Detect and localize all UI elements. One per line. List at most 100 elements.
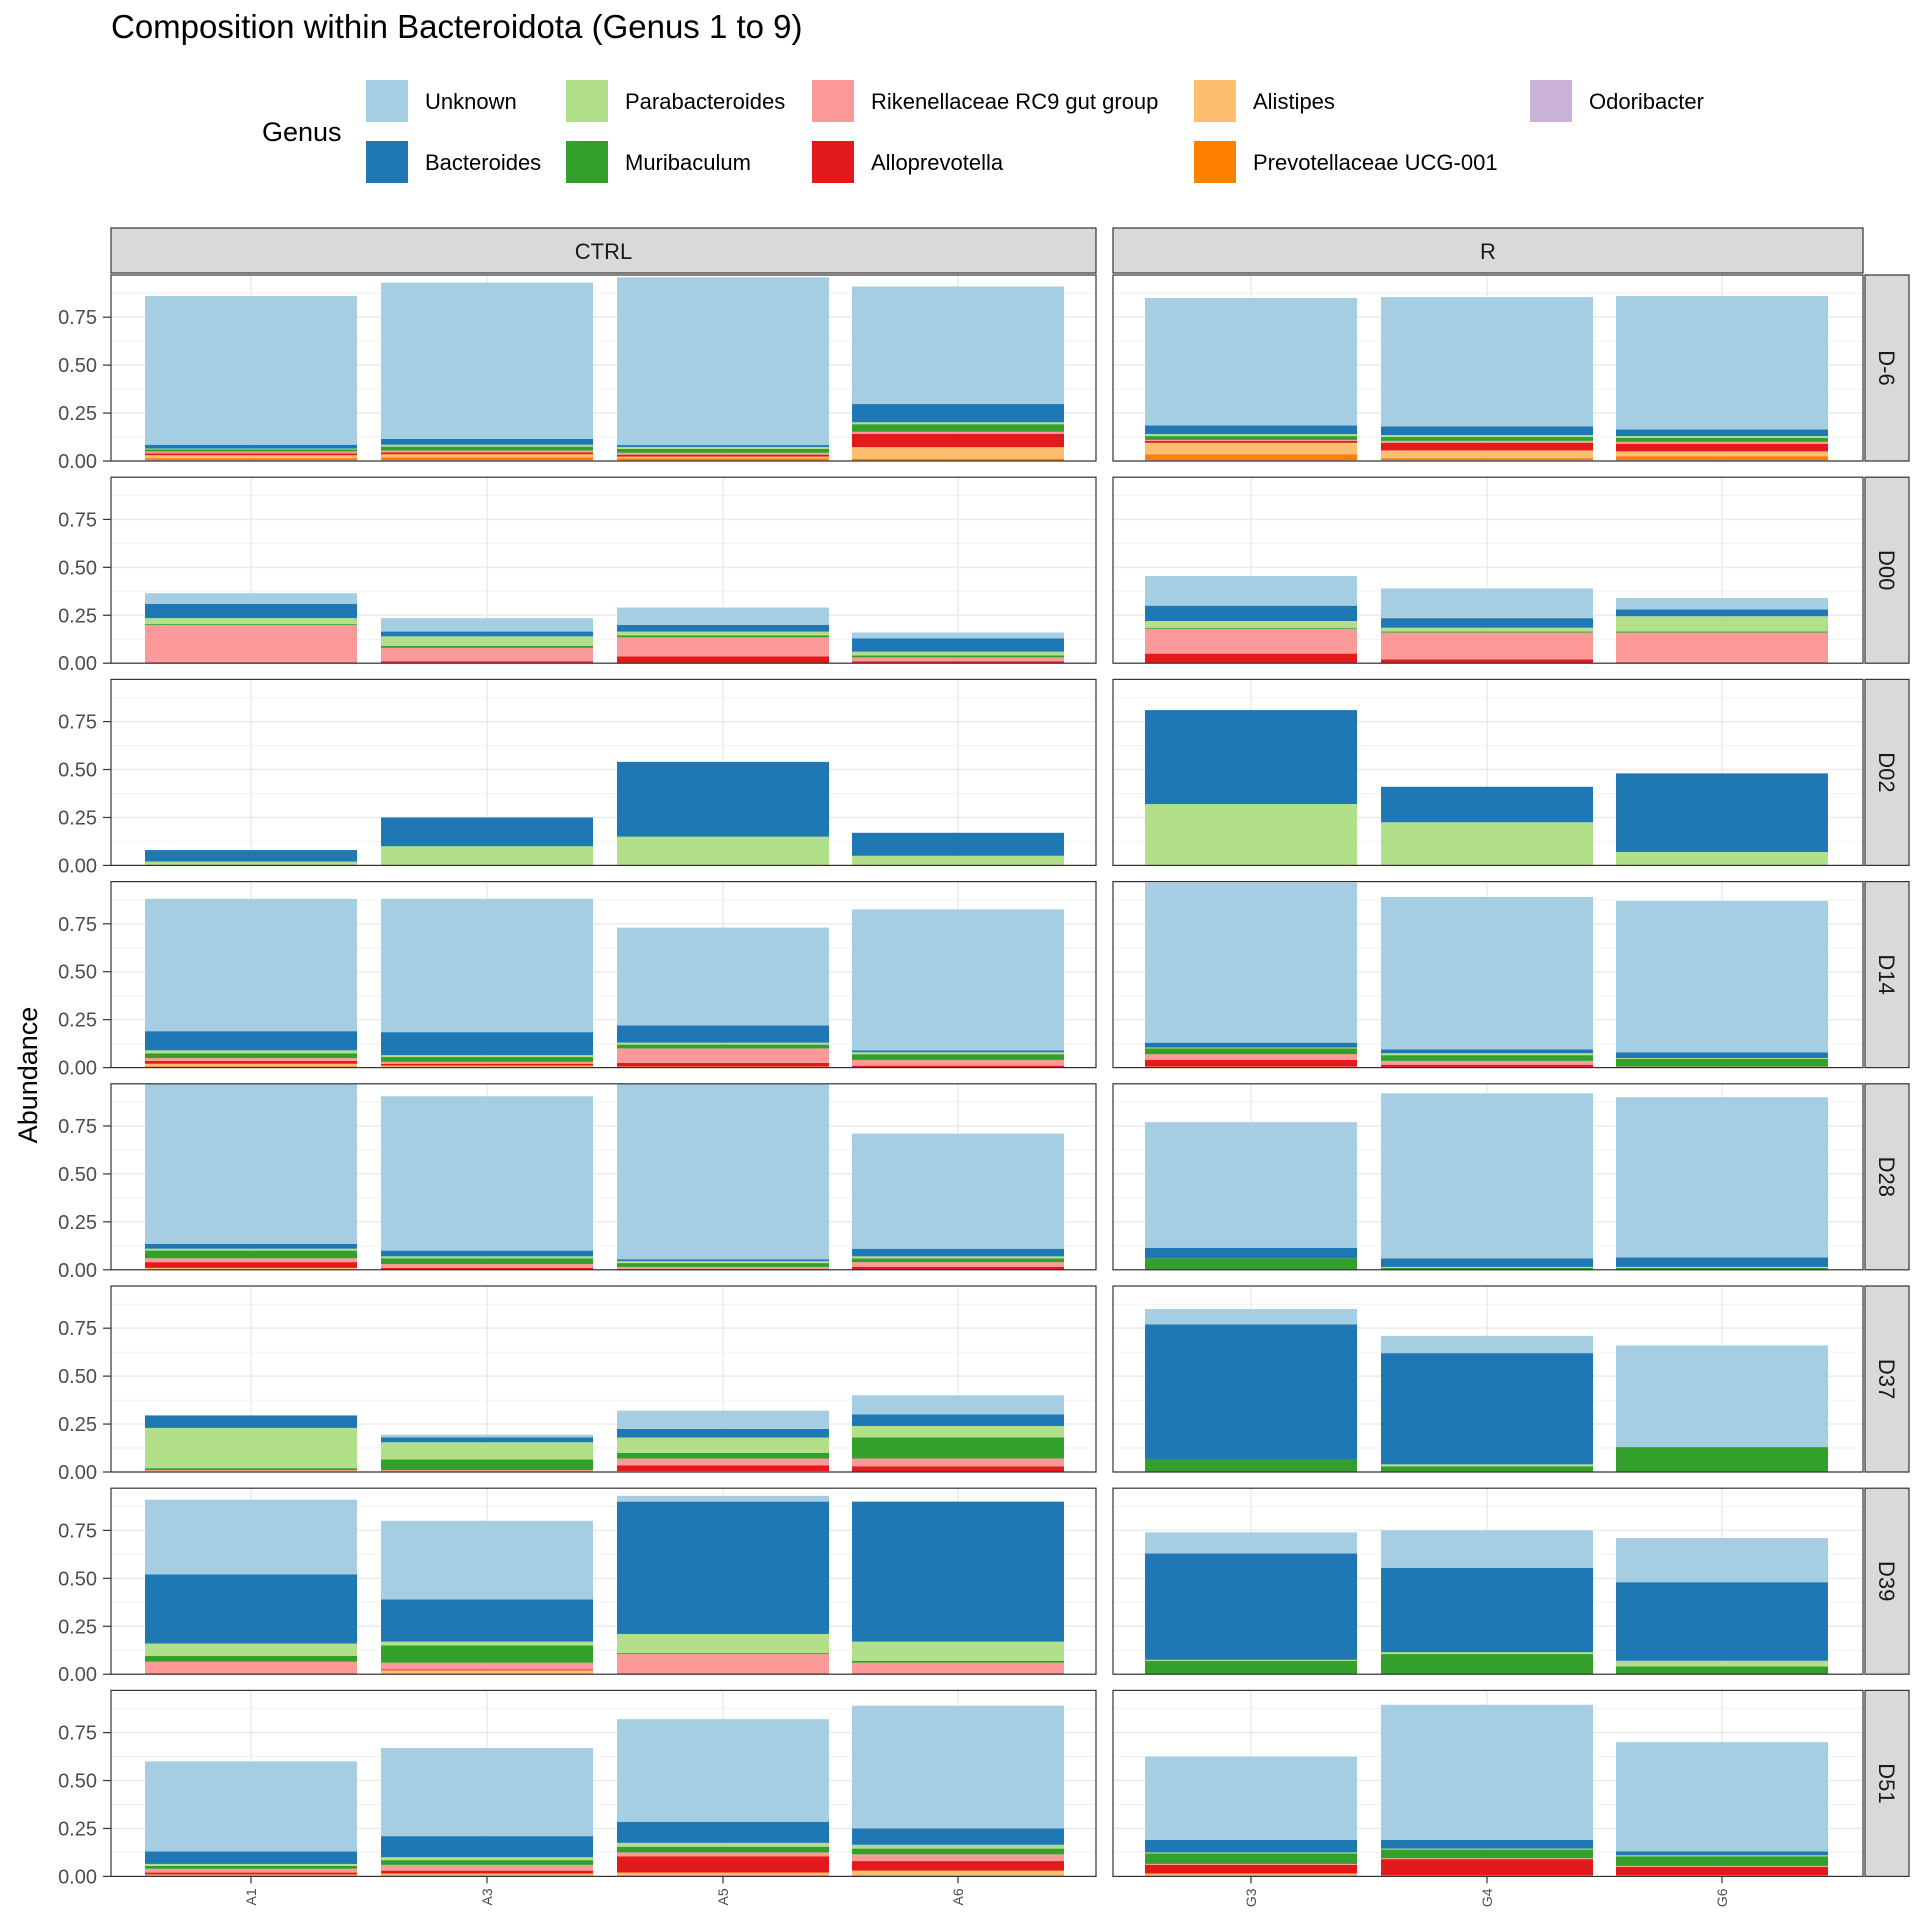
bar-segment-a5-alloprevotella [617, 1856, 829, 1873]
bar-segment-a1-parabacteroides [145, 1643, 357, 1656]
bar-segment-a1-unknown [145, 1083, 357, 1244]
panel-ctrl-d51 [110, 1689, 1097, 1878]
bar-segment-g3-alloprevotella [1145, 653, 1357, 664]
y-tick-label: 0.00 [58, 1866, 97, 1888]
bar-segment-a5-bacteroides [617, 1821, 829, 1843]
legend-label: Parabacteroides [625, 89, 785, 114]
bar-segment-a6-rikenellaceae-rc9-gut-group [852, 431, 1064, 434]
bar-segment-a6-unknown [852, 1395, 1064, 1415]
bar-segment-a5-bacteroides [617, 624, 829, 632]
chart-title: Composition within Bacteroidota (Genus 1… [111, 8, 803, 45]
legend-swatch-prevotellaceae-ucg-001 [1194, 141, 1236, 183]
bar-segment-a6-parabacteroides [852, 855, 1064, 866]
strip-d14 [1864, 880, 1910, 1069]
bar-segment-g6-bacteroides [1616, 1052, 1828, 1059]
bar-segment-g3-muribaculum [1145, 1459, 1357, 1472]
bar-segment-a6-rikenellaceae-rc9-gut-group [852, 1662, 1064, 1674]
bar-segment-a5-parabacteroides [617, 1842, 829, 1847]
bar-segment-g3-prevotellaceae-ucg-001 [1145, 454, 1357, 461]
bar-segment-g3-parabacteroides [1145, 1047, 1357, 1049]
bar-segment-a1-alloprevotella [145, 453, 357, 456]
bar-segment-a5-alloprevotella [617, 454, 829, 457]
bar-segment-a6-muribaculum [852, 1848, 1064, 1855]
bar-segment-g6-parabacteroides [1616, 1058, 1828, 1059]
bar-segment-a5-rikenellaceae-rc9-gut-group [617, 637, 829, 657]
bar-segment-a1-parabacteroides [145, 1863, 357, 1866]
bar-segment-a5-unknown [617, 1410, 829, 1429]
bar-segment-g4-muribaculum [1381, 1466, 1593, 1472]
bar-segment-a3-rikenellaceae-rc9-gut-group [381, 1864, 593, 1871]
bar-segment-g4-alloprevotella [1381, 442, 1593, 451]
legend-swatch-muribaculum [566, 141, 608, 183]
bar-segment-g3-muribaculum [1145, 1048, 1357, 1055]
bar-segment-g3-muribaculum [1145, 627, 1357, 629]
bar-segment-a3-muribaculum [381, 1057, 593, 1062]
strip-label: D37 [1874, 1359, 1899, 1399]
bar-segment-a6-bacteroides [852, 638, 1064, 652]
bar-segment-g6-prevotellaceae-ucg-001 [1616, 456, 1828, 461]
panel-ctrl-d37 [110, 1285, 1097, 1473]
bar-segment-a5-unknown [617, 1719, 829, 1822]
bar-segment-a6-unknown [852, 1133, 1064, 1249]
bar-segment-a3-rikenellaceae-rc9-gut-group [381, 1662, 593, 1670]
bar-segment-a5-alloprevotella [617, 1465, 829, 1472]
panel-border [110, 274, 1097, 462]
bar-segment-a1-muribaculum [145, 623, 357, 625]
bar-segment-g3-unknown [1145, 1532, 1357, 1554]
bar-segment-a3-parabacteroides [381, 1641, 593, 1646]
panel-r-d37 [1112, 1285, 1864, 1473]
bar-segment-g4-rikenellaceae-rc9-gut-group [1381, 440, 1593, 443]
legend-label: Prevotellaceae UCG-001 [1253, 150, 1498, 175]
y-tick-label: 0.00 [58, 1260, 97, 1282]
y-tick-label: 0.75 [58, 712, 97, 734]
bar-segment-a3-rikenellaceae-rc9-gut-group [381, 450, 593, 453]
bar-segment-g6-unknown [1616, 1742, 1828, 1852]
bar-segment-g4-unknown [1381, 1530, 1593, 1568]
bar-segment-a6-parabacteroides [852, 422, 1064, 425]
bar-segment-a5-parabacteroides [617, 1261, 829, 1264]
bar-segment-g6-parabacteroides [1616, 616, 1828, 632]
bar-segment-a3-muribaculum [381, 1258, 593, 1265]
bar-segment-a1-parabacteroides [145, 618, 357, 624]
bar-segment-g3-alloprevotella [1145, 1059, 1357, 1067]
bar-segment-g3-rikenellaceae-rc9-gut-group [1145, 439, 1357, 441]
bar-segment-g6-unknown [1616, 1538, 1828, 1583]
bar-segment-g3-unknown [1145, 298, 1357, 426]
x-tick-label: G4 [1479, 1888, 1495, 1907]
bar-segment-g4-bacteroides [1381, 1049, 1593, 1054]
legend: Unknown Bacteroides Parabacteroides Muribac… [366, 80, 1704, 183]
bar-segment-a5-muribaculum [617, 1263, 829, 1267]
bar-segment-a1-rikenellaceae-rc9-gut-group [145, 451, 357, 454]
bar-segment-a3-parabacteroides [381, 444, 593, 447]
strip-label: CTRL [575, 239, 632, 264]
bar-segment-a5-alloprevotella [617, 656, 829, 664]
bar-segment-a6-rikenellaceae-rc9-gut-group [852, 1262, 1064, 1267]
bar-segment-g4-alloprevotella [1381, 1064, 1593, 1068]
bar-segment-a1-parabacteroides [145, 861, 357, 866]
bar-segment-g3-alloprevotella [1145, 1864, 1357, 1874]
bar-segment-a6-muribaculum [852, 1660, 1064, 1663]
bar-segment-g4-parabacteroides [1381, 1266, 1593, 1268]
bar-segment-a5-unknown [617, 607, 829, 625]
legend-label: Bacteroides [425, 150, 541, 175]
panel-border [1112, 1083, 1864, 1271]
bar-segment-a5-muribaculum [617, 1653, 829, 1655]
y-tick-label: 0.00 [58, 451, 97, 473]
bar-segment-a1-parabacteroides [145, 1248, 357, 1251]
bar-segment-a6-parabacteroides [852, 1256, 1064, 1259]
bar-segment-a5-bacteroides [617, 761, 829, 837]
bar-segment-g3-bacteroides [1145, 1324, 1357, 1460]
y-tick-label: 0.50 [58, 355, 97, 377]
y-tick-label: 0.00 [58, 1058, 97, 1080]
strip-label: D51 [1874, 1763, 1899, 1803]
bar-segment-a1-unknown [145, 898, 357, 1032]
bar-segment-a6-bacteroides [852, 1501, 1064, 1642]
panel-ctrl-d-6 [110, 274, 1097, 462]
panel-border [110, 1285, 1097, 1473]
bar-segment-a6-unknown [852, 1705, 1064, 1829]
bar-segment-a1-parabacteroides [145, 1050, 357, 1054]
y-tick-label: 0.00 [58, 1462, 97, 1484]
bar-segment-g3-parabacteroides [1145, 804, 1357, 866]
y-tick-label: 0.00 [58, 1664, 97, 1686]
y-tick-label: 0.50 [58, 1771, 97, 1793]
